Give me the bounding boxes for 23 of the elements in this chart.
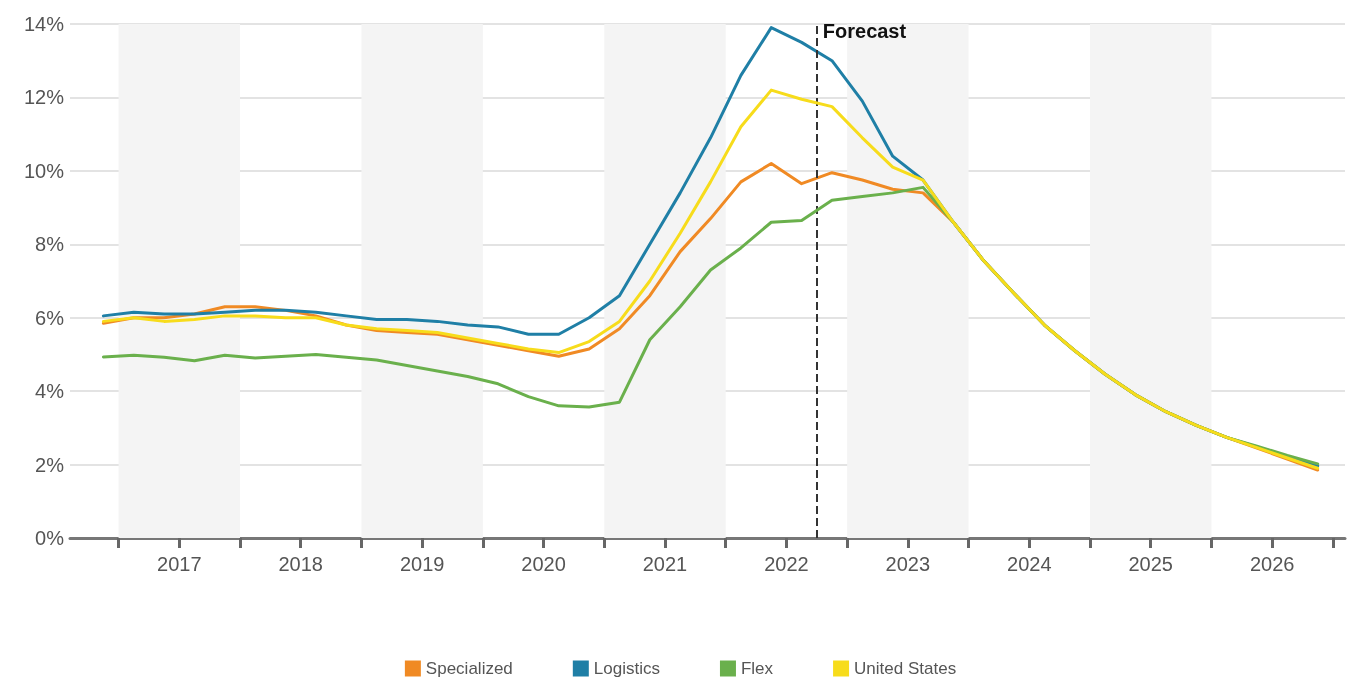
y-tick-label: 6% <box>35 306 65 329</box>
y-tick-label: 8% <box>35 233 65 256</box>
ref-line-label: Forecast <box>822 20 907 42</box>
legend-label: Flex <box>740 659 774 678</box>
legend-label: Logistics <box>593 659 660 678</box>
x-tick-label: 2019 <box>399 553 445 575</box>
y-tick-label: 10% <box>23 159 65 182</box>
legend-label: United States <box>854 659 957 678</box>
y-tick-label: 12% <box>23 86 65 109</box>
x-tick-label: 2018 <box>278 553 323 575</box>
y-tick-label: 4% <box>35 380 65 403</box>
y-tick-label: 14% <box>23 13 65 35</box>
x-tick-label: 2024 <box>1007 553 1052 575</box>
x-tick-label: 2020 <box>521 553 566 575</box>
x-tick-label: 2017 <box>157 553 202 575</box>
legend-label: Specialized <box>425 659 513 678</box>
x-tick-label: 2021 <box>642 553 688 575</box>
y-tick-label: 0% <box>35 527 65 549</box>
x-tick-label: 2025 <box>1128 553 1173 575</box>
x-tick-label: 2026 <box>1249 553 1295 575</box>
x-tick-label: 2022 <box>764 553 809 575</box>
x-tick-label: 2023 <box>885 553 931 575</box>
y-tick-label: 2% <box>35 453 65 476</box>
